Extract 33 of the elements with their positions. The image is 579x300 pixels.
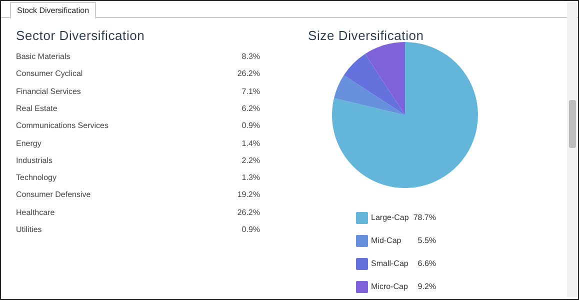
category-label: Communications Services bbox=[16, 121, 108, 130]
category-label: Consumer Cyclical bbox=[16, 69, 83, 78]
text: 1.3% bbox=[242, 173, 260, 182]
text: 26.2% bbox=[237, 208, 260, 217]
chart-title: Size Diversification bbox=[308, 28, 424, 43]
text: 19.2% bbox=[237, 190, 260, 200]
category-label: Real Estate bbox=[16, 104, 58, 113]
text: 8.3% bbox=[242, 52, 260, 61]
data-label: 5.5% bbox=[416, 235, 436, 247]
legend-label: Micro-Cap bbox=[371, 281, 408, 293]
legend-label: Mid-Cap bbox=[371, 235, 402, 247]
data-label: 78.7% bbox=[412, 212, 436, 224]
text: 0.9% bbox=[242, 121, 260, 130]
text: 0.9% bbox=[242, 225, 260, 234]
category-label: Technology bbox=[16, 173, 56, 182]
legend-label: Small-Cap bbox=[371, 258, 408, 270]
category-label: Financial Services bbox=[16, 86, 81, 96]
text: 2.2% bbox=[242, 156, 260, 165]
data-label: 6.6% bbox=[416, 258, 436, 270]
category-label: Energy bbox=[16, 138, 42, 148]
text: 1.4% bbox=[242, 138, 260, 148]
category-label: Healthcare bbox=[16, 208, 55, 217]
category-label: Utilities bbox=[16, 225, 42, 234]
legend-label: Large-Cap bbox=[371, 212, 409, 224]
text: 26.2% bbox=[237, 69, 260, 78]
text: Sector Diversification bbox=[16, 28, 145, 43]
category-label: Consumer Defensive bbox=[16, 190, 91, 200]
text: 7.1% bbox=[242, 86, 260, 96]
text: Stock Diversification bbox=[10, 2, 96, 19]
category-label: Basic Materials bbox=[16, 52, 70, 61]
text: 6.2% bbox=[242, 104, 260, 113]
data-label: 9.2% bbox=[416, 281, 436, 293]
category-label: Industrials bbox=[16, 156, 52, 165]
